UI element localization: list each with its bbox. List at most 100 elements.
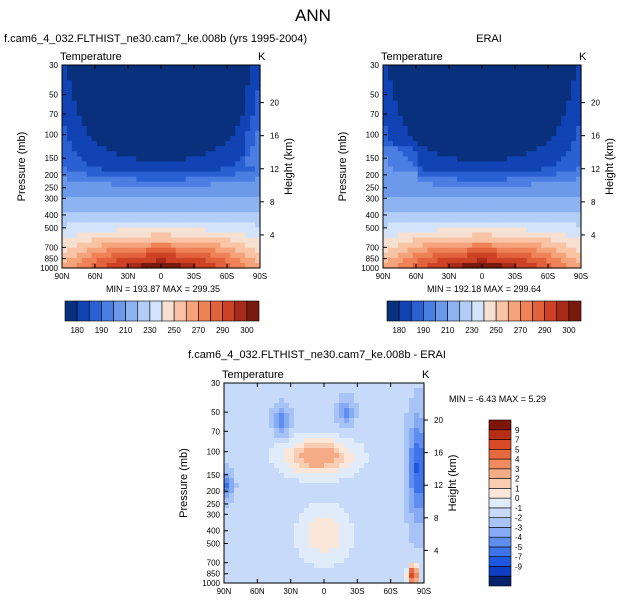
heatmap-cell — [339, 468, 345, 474]
heatmap-cell — [220, 125, 226, 132]
heatmap-cell — [220, 252, 226, 259]
heatmap-cell — [536, 191, 542, 198]
heatmap-cell — [556, 85, 562, 91]
heatmap-cell — [106, 202, 113, 208]
heatmap-cell — [561, 217, 567, 223]
heatmap-cell — [422, 166, 429, 173]
heatmap-cell — [96, 146, 103, 152]
heatmap-cell — [250, 70, 256, 76]
heatmap-cell — [531, 222, 538, 228]
heatmap-cell — [427, 262, 434, 269]
heatmap-cell — [165, 217, 172, 223]
heatmap-cell — [566, 141, 572, 147]
heatmap-cell — [369, 433, 375, 439]
heatmap-cell — [289, 538, 295, 544]
heatmap-cell — [452, 207, 458, 213]
heatmap-cell — [452, 227, 458, 234]
heatmap-cell — [279, 443, 285, 449]
heatmap-cell — [235, 115, 241, 122]
heatmap-cell — [279, 398, 285, 404]
heatmap-cell — [185, 105, 192, 112]
heatmap-cell — [404, 478, 410, 484]
heatmap-cell — [235, 247, 241, 254]
heatmap-cell — [220, 257, 226, 264]
heatmap-cell — [432, 95, 439, 102]
heatmap-cell — [457, 262, 463, 269]
heatmap-cell — [374, 448, 380, 454]
heatmap-cell — [195, 75, 202, 81]
heatmap-cell — [432, 146, 439, 152]
heatmap-cell — [442, 95, 448, 102]
heatmap-cell — [383, 242, 389, 249]
heatmap-cell — [156, 90, 162, 97]
heatmap-cell — [284, 503, 290, 509]
heatmap-cell — [501, 262, 508, 269]
heatmap-cell — [472, 105, 478, 112]
heatmap-cell — [531, 156, 538, 163]
heatmap-cell — [392, 176, 399, 183]
heatmap-cell — [536, 262, 542, 269]
heatmap-cell — [462, 156, 468, 163]
heatmap-cell — [477, 146, 483, 152]
heatmap-cell — [384, 553, 390, 559]
heatmap-cell — [230, 262, 236, 269]
heatmap-cell — [546, 171, 552, 178]
heatmap-cell — [457, 252, 463, 259]
heatmap-cell — [121, 156, 127, 163]
heatmap-cell — [556, 257, 562, 264]
heatmap-cell — [379, 473, 385, 479]
heatmap-cell — [486, 262, 493, 269]
heatmap-cell — [106, 75, 113, 81]
heatmap-cell — [81, 130, 88, 137]
heatmap-cell — [96, 196, 103, 203]
heatmap-cell — [467, 202, 473, 208]
heatmap-cell — [419, 533, 425, 539]
heatmap-cell — [294, 568, 300, 574]
heatmap-cell — [190, 212, 197, 218]
heatmap-cell — [364, 538, 370, 544]
heatmap-cell — [141, 227, 147, 234]
heatmap-cell — [392, 227, 399, 234]
heatmap-cell — [71, 80, 78, 86]
heatmap-cell — [551, 110, 557, 117]
heatmap-cell — [551, 212, 557, 218]
heatmap-cell — [419, 393, 425, 399]
heatmap-cell — [344, 438, 350, 444]
heatmap-cell — [397, 136, 404, 142]
heatmap-cell — [339, 493, 345, 499]
heatmap-cell — [284, 533, 290, 539]
heatmap-cell — [324, 538, 330, 544]
heatmap-cell — [437, 247, 443, 254]
heatmap-cell — [250, 237, 256, 244]
heatmap-cell — [91, 146, 98, 152]
heatmap-cell — [417, 176, 424, 183]
heatmap-cell — [111, 80, 118, 86]
heatmap-cell — [121, 212, 127, 218]
heatmap-cell — [501, 151, 508, 157]
heatmap-cell — [224, 563, 230, 569]
heatmap-cell — [324, 568, 330, 574]
heatmap-cell — [294, 528, 300, 534]
heatmap-cell — [245, 125, 251, 132]
heatmap-cell — [175, 207, 182, 213]
heatmap-cell — [447, 242, 453, 249]
heatmap-cell — [289, 573, 295, 579]
heatmap-cell — [71, 146, 78, 152]
heatmap-cell — [374, 578, 380, 584]
heatmap-cell — [394, 513, 400, 519]
heatmap-cell — [230, 181, 236, 188]
heatmap-cell — [404, 388, 410, 394]
heatmap-cell — [521, 247, 528, 254]
heatmap-cell — [284, 498, 290, 504]
heatmap-cell — [195, 156, 202, 163]
heatmap-cell — [472, 181, 478, 188]
heatmap-cell — [432, 100, 439, 107]
heatmap-cell — [101, 70, 108, 76]
heatmap-cell — [91, 207, 98, 213]
heatmap-cell — [399, 438, 405, 444]
heatmap-cell — [289, 528, 295, 534]
heatmap-cell — [255, 100, 261, 107]
heatmap-cell — [224, 413, 230, 419]
heatmap-cell — [329, 563, 335, 569]
